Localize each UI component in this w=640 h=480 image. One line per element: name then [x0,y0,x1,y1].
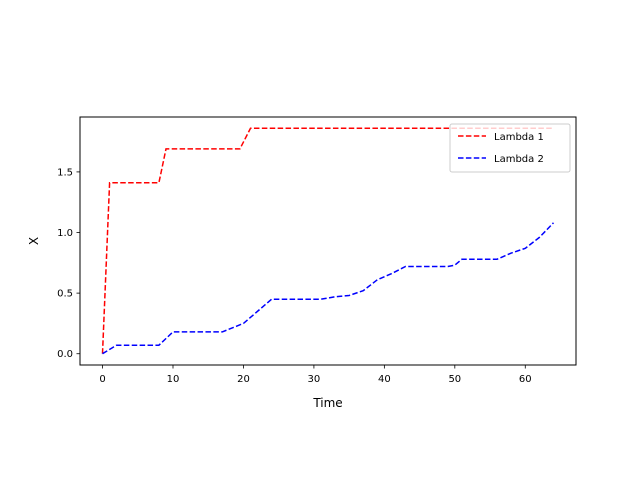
y-tick-label: 1.0 [57,228,73,239]
y-axis-label: X [27,237,41,245]
x-tick-label: 20 [237,374,250,385]
x-tick-label: 30 [308,374,321,385]
x-tick-label: 0 [99,374,105,385]
y-tick-label: 1.5 [57,167,73,178]
legend-box [449,123,571,173]
x-axis-label: Time [312,396,342,410]
x-tick-label: 60 [519,374,532,385]
legend: Lambda 1 Lambda 2 [449,123,571,173]
y-axis: 0.0 0.5 1.0 1.5 [57,167,80,360]
x-axis: 0 10 20 30 40 50 60 [99,365,532,385]
series-line-2 [102,222,555,355]
legend-label: Lambda 1 [494,132,544,143]
series-layer [101,127,555,355]
y-tick-label: 0.5 [57,289,73,300]
y-tick-label: 0.0 [57,349,73,360]
x-tick-label: 50 [448,374,461,385]
plot-frame [79,116,577,366]
legend-label: Lambda 2 [494,154,544,165]
series-line-1 [101,127,554,354]
x-tick-label: 10 [167,374,180,385]
x-tick-label: 40 [378,374,391,385]
